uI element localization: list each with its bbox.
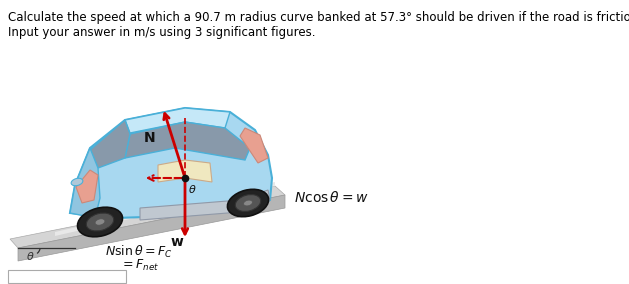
Polygon shape: [140, 190, 270, 220]
Ellipse shape: [77, 207, 123, 237]
FancyBboxPatch shape: [8, 270, 126, 283]
Polygon shape: [240, 128, 268, 163]
Polygon shape: [90, 120, 130, 168]
Polygon shape: [55, 182, 275, 236]
Text: Input your answer in m/s using 3 significant figures.: Input your answer in m/s using 3 signifi…: [8, 26, 316, 39]
Ellipse shape: [235, 195, 261, 211]
Text: $\theta$: $\theta$: [188, 183, 197, 195]
Polygon shape: [125, 122, 250, 160]
Ellipse shape: [243, 200, 252, 206]
Polygon shape: [76, 170, 98, 203]
Ellipse shape: [228, 189, 269, 217]
Text: Calculate the speed at which a 90.7 m radius curve banked at 57.3° should be dri: Calculate the speed at which a 90.7 m ra…: [8, 11, 629, 24]
Text: w: w: [170, 235, 184, 249]
Text: $\theta$: $\theta$: [26, 250, 35, 262]
Polygon shape: [18, 195, 285, 261]
Text: $N\sin\theta = F_C$: $N\sin\theta = F_C$: [105, 244, 172, 260]
Polygon shape: [158, 160, 212, 182]
Ellipse shape: [95, 219, 105, 225]
Polygon shape: [125, 108, 230, 133]
Ellipse shape: [86, 213, 114, 231]
Polygon shape: [10, 186, 285, 248]
Polygon shape: [70, 148, 100, 218]
Text: $= F_{net}$: $= F_{net}$: [120, 258, 159, 273]
Text: $N\cos\theta = w$: $N\cos\theta = w$: [294, 191, 369, 206]
Polygon shape: [70, 108, 272, 218]
Text: N: N: [143, 131, 155, 145]
Ellipse shape: [71, 178, 83, 186]
